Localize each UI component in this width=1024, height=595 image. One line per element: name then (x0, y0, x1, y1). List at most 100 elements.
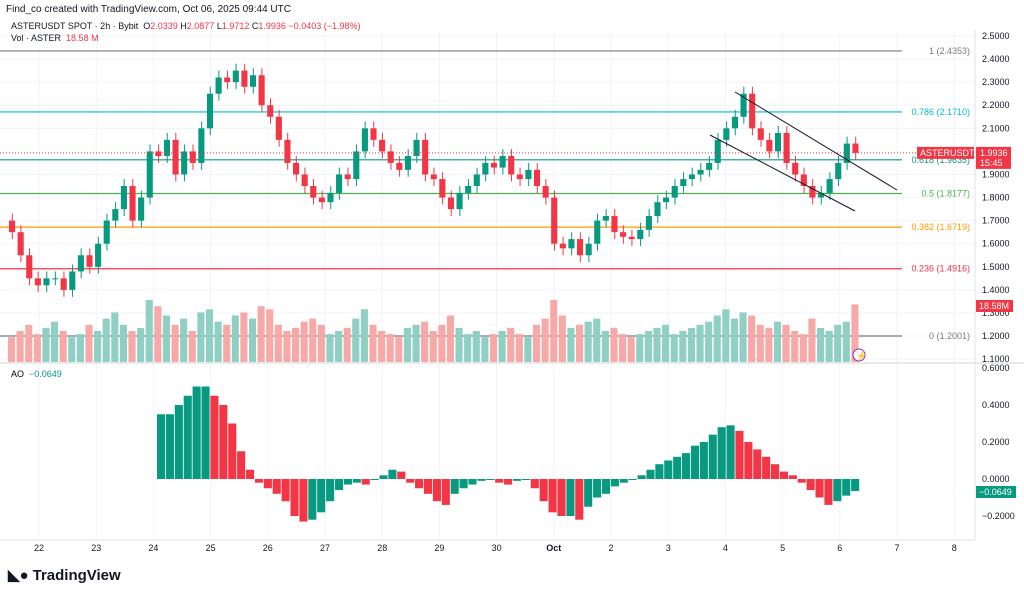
time-tick: 4 (723, 543, 728, 553)
ao-legend[interactable]: AO −0.0649 (11, 369, 62, 379)
candle-body (404, 156, 411, 170)
volume-bar (782, 324, 790, 362)
volume-bar (309, 318, 317, 362)
candle-body (551, 197, 558, 244)
ao-bar (192, 386, 201, 479)
candle-body (723, 128, 730, 140)
ao-bar (601, 479, 611, 494)
candle-body (740, 93, 747, 117)
volume-bar (59, 331, 67, 362)
ao-bar (833, 479, 842, 502)
ao-bar (334, 479, 344, 491)
volume-badge-text: 18.58M (979, 301, 1009, 311)
candle-body (559, 243, 566, 249)
volume-bar (94, 331, 102, 362)
ao-bar (619, 479, 628, 483)
candle-body (413, 139, 420, 157)
volume-bar (670, 334, 678, 362)
high-value: 2.0877 (186, 21, 215, 31)
candle-body (112, 209, 119, 221)
candle-body (379, 139, 386, 152)
ao-bar (815, 479, 824, 498)
candle-body (43, 278, 50, 286)
candle-body (249, 75, 257, 87)
volume-bar (369, 324, 377, 362)
volume-bar (335, 331, 343, 362)
candle-body (714, 139, 721, 163)
time-tick: 5 (780, 543, 785, 553)
candle-body (620, 232, 627, 237)
ao-bar (477, 479, 486, 481)
volume-label[interactable]: Vol · ASTER (11, 33, 62, 43)
volume-bar (808, 318, 816, 362)
volume-bar (343, 327, 351, 362)
ao-bar (486, 479, 495, 480)
volume-bar (42, 327, 50, 362)
ao-bar (566, 479, 575, 516)
time-tick: Oct (546, 543, 561, 553)
ao-bar (406, 479, 415, 483)
volume-bar (128, 331, 136, 362)
candle-body (138, 197, 145, 221)
time-tick: 3 (666, 543, 671, 553)
candle-body (52, 278, 59, 280)
ao-bar (299, 479, 308, 522)
volume-bar (576, 324, 584, 362)
ao-bar (174, 405, 183, 479)
ao-bar (646, 469, 655, 479)
volume-value: 18.58 M (66, 33, 99, 43)
ao-bar (744, 442, 753, 479)
ao-bar (530, 479, 539, 489)
tv-logo-icon: ◣● (8, 567, 29, 584)
candle-body (293, 162, 300, 175)
volume-bar (197, 312, 205, 362)
volume-bar (653, 327, 661, 362)
price-tick: 1.7000 (982, 216, 1010, 226)
ao-tick: −0.2000 (982, 511, 1015, 521)
volume-bar (76, 334, 84, 362)
fib-level-label: 0.236 (1.4916) (911, 264, 970, 274)
candle-body (86, 255, 93, 267)
symbol-badge-text: ASTERUSDT (920, 148, 975, 158)
ao-bar (753, 449, 762, 479)
candle-body (396, 162, 403, 170)
volume-bar (644, 331, 652, 362)
trendline-upper (734, 91, 898, 191)
fib-level-label: 0.382 (1.6719) (911, 222, 970, 232)
candle-body (499, 156, 506, 168)
ao-bar (263, 479, 272, 489)
volume-bar (429, 331, 437, 362)
ao-bar (504, 479, 513, 485)
price-tick: 1.8000 (982, 193, 1010, 203)
volume-bar (283, 331, 291, 362)
ao-value: −0.0649 (29, 369, 62, 379)
volume-bar (360, 309, 368, 362)
candle-body (792, 162, 799, 175)
volume-bar (214, 321, 222, 362)
ao-bar (717, 427, 726, 479)
price-tick: 2.4000 (982, 54, 1010, 64)
candle-body (103, 220, 110, 244)
ao-bar (326, 479, 335, 502)
candle-body (77, 255, 84, 272)
candle-body (533, 169, 541, 187)
ao-bar (708, 434, 717, 479)
ao-bar (210, 395, 219, 479)
volume-bar (378, 331, 386, 362)
open-label: O (143, 21, 151, 31)
ao-bar (521, 479, 530, 480)
ao-bar (228, 423, 237, 479)
volume-bar (627, 337, 635, 362)
candle-body (783, 132, 790, 163)
volume-bar (240, 312, 248, 362)
volume-bar (842, 321, 850, 362)
symbol-title[interactable]: ASTERUSDT SPOT · 2h · Bybit (11, 21, 139, 31)
ao-bar (281, 479, 290, 502)
volume-bar (438, 324, 446, 362)
volume-bar (722, 309, 730, 362)
ao-tick: 0.0000 (982, 474, 1010, 484)
candle-body (465, 186, 472, 193)
candle-body (9, 220, 16, 233)
tradingview-logo[interactable]: ◣● TradingView (8, 566, 121, 585)
